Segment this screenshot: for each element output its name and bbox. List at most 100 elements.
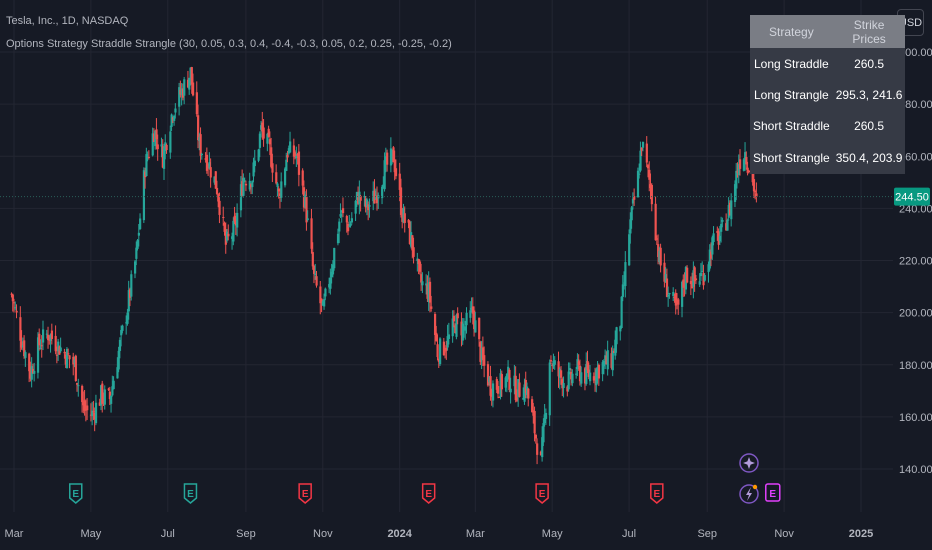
candle-body [474,320,477,333]
candle [160,137,163,158]
candle [271,153,274,183]
candle [561,377,564,397]
candle-body [347,223,350,232]
candle [54,325,57,355]
candle-body [674,292,677,306]
earnings-marker: E [765,483,781,502]
candle-body [589,372,592,382]
candle-body [586,361,589,370]
candle [111,375,114,397]
candle [134,259,137,279]
candle [363,191,366,207]
candle [495,376,498,394]
candle [383,152,386,192]
symbol-title[interactable]: Tesla, Inc., 1D, NASDAQ [6,15,129,27]
candle [276,181,279,197]
candle-body [426,284,429,299]
candle [24,350,27,367]
candle [452,310,456,328]
candle-body [718,235,722,241]
candle [301,168,304,195]
candle [592,372,595,384]
candle [694,274,698,285]
candle-body [646,165,650,169]
candle-body [15,310,18,313]
candle-body [592,376,595,381]
candle-body [151,133,154,156]
candle-body [681,281,684,307]
candle-body [437,358,440,362]
candle-body [755,193,758,197]
candle [217,193,220,208]
earnings-letter: E [72,489,79,500]
candle-body [292,145,296,157]
candle-body [604,355,607,360]
candle-body [276,183,279,187]
candle [297,144,301,187]
x-tick-label: Mar [466,528,485,540]
candle-body [548,362,551,416]
candle-body [11,294,14,302]
candle [629,212,632,244]
candle-body [147,156,151,158]
candle-body [54,335,57,352]
candle [359,194,362,212]
y-tick-label: 200.00 [899,308,932,320]
candle [746,161,749,176]
candle-body [338,221,341,232]
candle-body [47,334,50,341]
candle-body [144,171,147,178]
candle [507,360,510,380]
last-price-label: 244.50 [895,192,929,204]
candle-body [261,122,264,132]
candle [345,214,348,233]
candle [567,362,570,392]
candle-body [497,386,500,394]
candle-body [461,323,464,341]
candle [358,180,361,215]
candle [481,336,485,367]
candle [116,357,119,379]
candle [233,206,236,224]
indicator-label[interactable]: Options Strategy Straddle Strangle (30, … [6,38,452,50]
candle [215,180,219,196]
candle [67,348,70,356]
candle [515,389,519,403]
candle [428,277,432,313]
candle-body [508,369,511,391]
candle-body [701,271,704,273]
candle [286,150,289,163]
candle [200,152,204,160]
candle-body [152,133,156,142]
candle-body [585,363,588,384]
candle [490,388,493,406]
candle-body [712,233,715,242]
candle [628,229,631,267]
candle [340,209,343,223]
candle-body [117,350,120,370]
candle [98,398,101,406]
candle [253,149,256,173]
candle-body [30,366,33,380]
candle-body [289,141,292,153]
candle-body [549,360,553,362]
candle-body [13,302,16,304]
candle [610,347,613,370]
candle-body [19,317,22,341]
strategy-name: Short Strangle [750,141,833,174]
candle [633,188,636,206]
candle-body [553,360,556,365]
candle-body [524,379,527,393]
candle [125,315,128,335]
time-axis[interactable]: Mar May Jul Sep Nov 2024 Mar May Jul Sep Nov 2025 [0,516,932,550]
candle [41,320,45,351]
candle [277,186,280,199]
candle [48,335,51,345]
candle [471,297,474,325]
candle-body [692,270,695,287]
candle-body [481,347,485,360]
candle-body [253,160,256,167]
candle [420,263,423,291]
candle [270,137,273,169]
